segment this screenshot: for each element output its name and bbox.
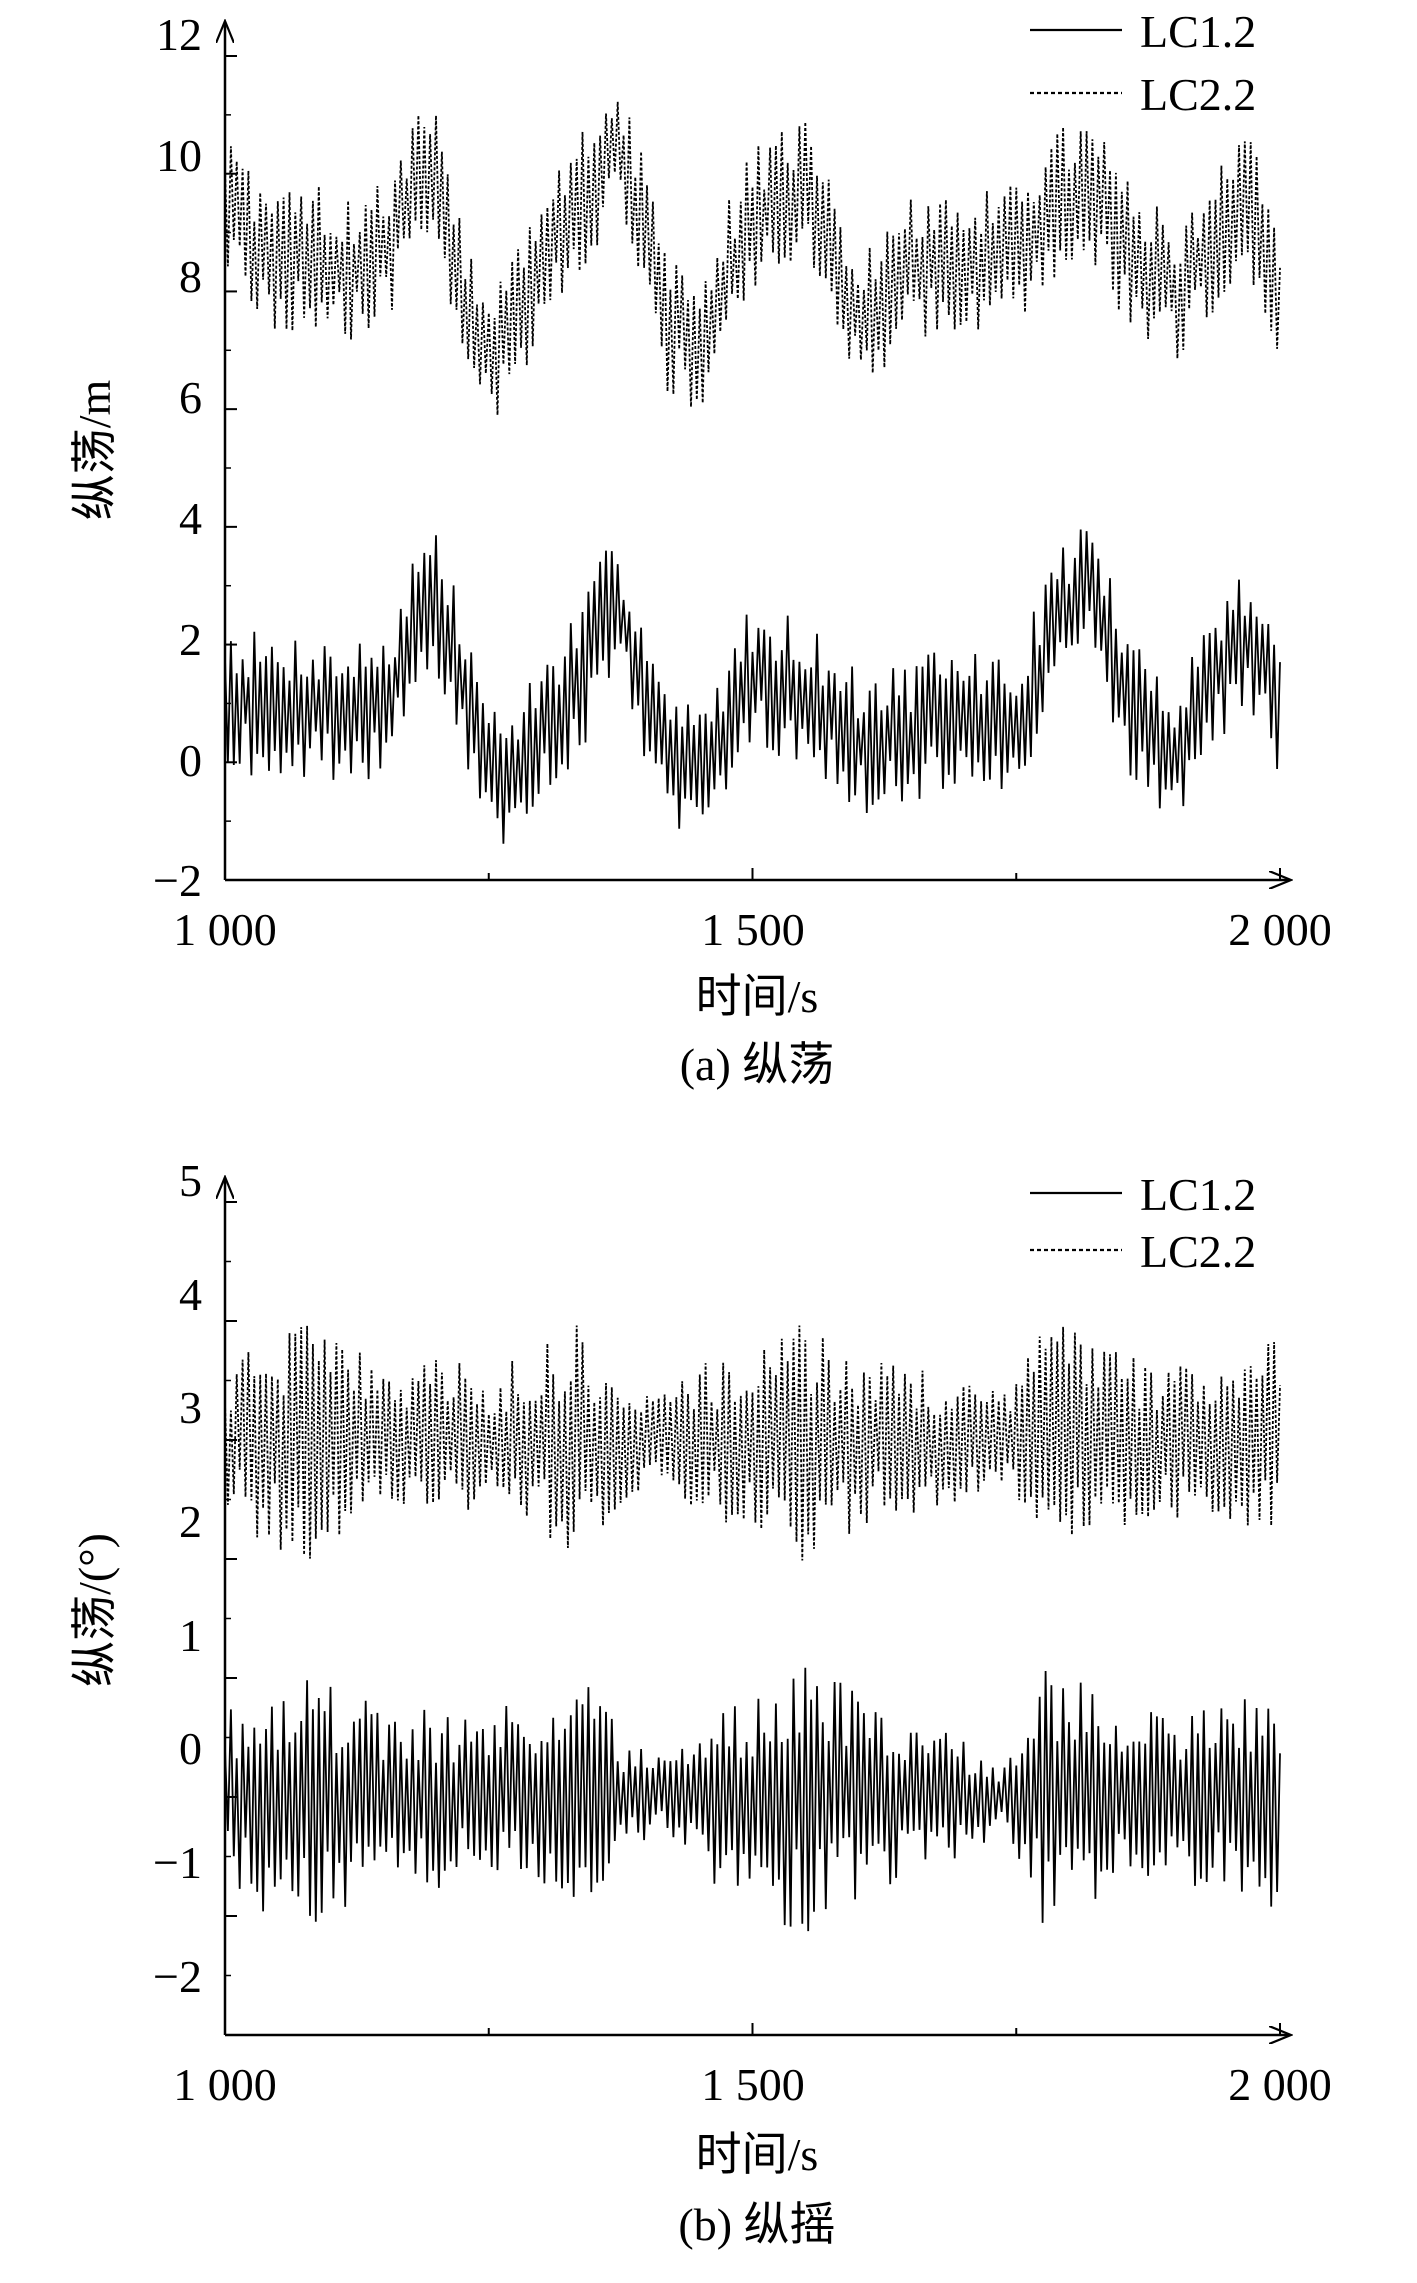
panel-caption: (a) 纵荡 [680, 1039, 835, 1090]
panel-caption: (b) 纵摇 [678, 2199, 835, 2250]
plot-area [224, 1325, 1281, 1932]
x-ticks: 1 000 1 500 2 000 [173, 2059, 1332, 2110]
legend-label: LC2.2 [1140, 69, 1256, 120]
x-tick-label: 1 000 [173, 2059, 277, 2110]
y-axis-label: 纵荡/(°) [69, 1533, 120, 1687]
y-tick-label: 4 [179, 1269, 202, 1320]
x-tick-label: 1 000 [173, 904, 277, 955]
y-tick-label: 10 [156, 130, 202, 181]
y-tick-label: 0 [179, 735, 202, 786]
x-axis-label: 时间/s [696, 2129, 819, 2180]
y-ticks: −2 −1 0 1 2 3 4 5 [153, 1155, 202, 2002]
legend-label: LC2.2 [1140, 1226, 1256, 1277]
x-ticks: 1 000 1 500 2 000 [173, 904, 1332, 955]
y-tick-label: 1 [179, 1610, 202, 1661]
legend-label: LC1.2 [1140, 6, 1256, 57]
panel-pitch: −2 −1 0 1 2 3 4 5 1 000 1 500 2 000 纵荡/(… [69, 1155, 1332, 2250]
plot-area [224, 101, 1281, 844]
x-tick-label: 2 000 [1228, 2059, 1332, 2110]
y-tick-marks [225, 1201, 237, 2036]
series-line-LC1-2 [224, 529, 1281, 844]
legend-label: LC1.2 [1140, 1169, 1256, 1220]
x-tick-label: 1 500 [701, 904, 805, 955]
y-ticks: −2 0 2 4 6 8 10 12 [153, 9, 202, 906]
y-tick-label: −1 [153, 1837, 202, 1888]
legend: LC1.2 LC2.2 [1030, 1169, 1256, 1277]
legend: LC1.2 LC2.2 [1030, 6, 1256, 120]
y-tick-label: −2 [153, 855, 202, 906]
x-tick-label: 2 000 [1228, 904, 1332, 955]
x-tick-marks [224, 2023, 1281, 2035]
series-line-LC2-2 [224, 1325, 1281, 1561]
y-tick-label: 4 [179, 493, 202, 544]
y-tick-label: −2 [153, 1951, 202, 2002]
y-tick-label: 0 [179, 1723, 202, 1774]
x-tick-marks [224, 868, 1281, 880]
series-line-LC1-2 [224, 1667, 1281, 1932]
y-tick-label: 3 [179, 1382, 202, 1433]
panel-surge: −2 0 2 4 6 8 10 12 1 000 1 500 2 000 纵荡/… [69, 6, 1332, 1090]
x-tick-label: 1 500 [701, 2059, 805, 2110]
y-tick-label: 2 [179, 614, 202, 665]
x-axis-label: 时间/s [696, 971, 819, 1022]
y-tick-label: 12 [156, 9, 202, 60]
y-tick-label: 8 [179, 251, 202, 302]
y-axis-label: 纵荡/m [69, 380, 120, 521]
series-line-LC2-2 [224, 101, 1281, 416]
y-tick-label: 2 [179, 1496, 202, 1547]
y-tick-label: 6 [179, 372, 202, 423]
y-tick-label: 5 [179, 1155, 202, 1206]
